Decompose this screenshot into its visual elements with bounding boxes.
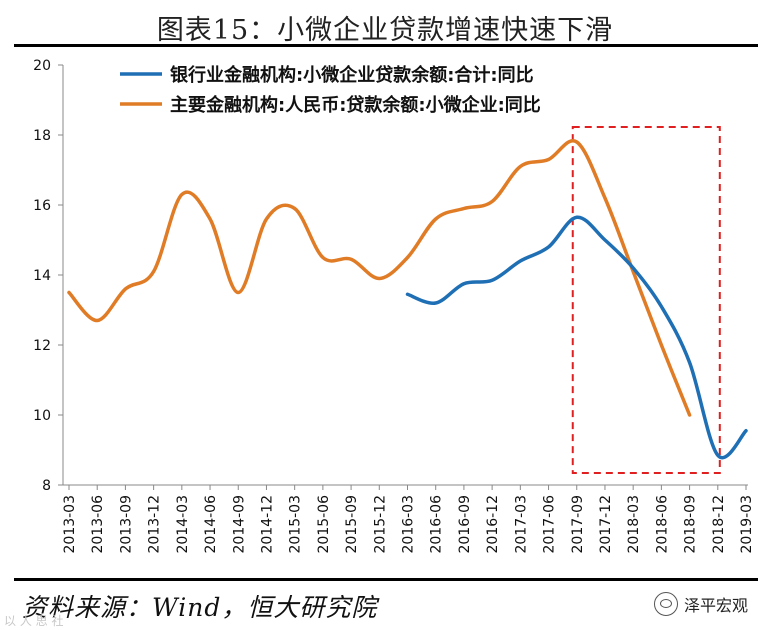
chart-legend: 银行业金融机构:小微企业贷款余额:合计:同比主要金融机构:人民币:贷款余额:小微…	[120, 64, 541, 116]
x-tick-label: 2017-06	[542, 495, 558, 554]
x-tick-label: 2019-03	[739, 495, 755, 554]
source-rule	[14, 578, 758, 581]
x-tick-label: 2013-03	[62, 495, 78, 554]
page-title: 图表15：小微企业贷款增速快速下滑	[156, 15, 614, 46]
series-line-2	[67, 139, 692, 417]
x-tick-label: 2014-06	[203, 495, 219, 554]
y-tick-label: 16	[33, 198, 51, 214]
x-tick-label: 2016-12	[485, 495, 501, 554]
x-tick-label: 2015-06	[316, 495, 332, 554]
x-tick-label: 2018-12	[711, 495, 727, 554]
legend-label: 主要金融机构:人民币:贷款余额:小微企业:同比	[170, 94, 541, 116]
x-tick-label: 2015-03	[288, 495, 304, 554]
x-tick-label: 2018-06	[654, 495, 670, 554]
x-tick-label: 2016-03	[401, 495, 417, 554]
x-tick-label: 2013-09	[118, 495, 134, 554]
y-tick-label: 20	[33, 58, 51, 74]
y-tick-label: 8	[42, 478, 51, 494]
line-chart: 8 10 12 14 16 18 20 2013-03 2013-06 2013-09 2013-1…	[33, 58, 755, 554]
x-tick-label: 2016-06	[429, 495, 445, 554]
brand-name: 泽平宏观	[683, 596, 748, 615]
x-tick-label: 2013-12	[147, 495, 163, 554]
y-tick-label: 18	[33, 128, 51, 144]
source-note: 资料来源：Wind，恒大研究院	[22, 593, 378, 622]
highlight-box	[571, 126, 721, 474]
y-tick-label: 10	[33, 408, 51, 424]
series-lines	[67, 139, 748, 460]
x-tick-label: 2017-12	[598, 495, 614, 554]
x-tick-label: 2018-03	[626, 495, 642, 554]
series-line-1	[405, 215, 748, 460]
chart-axes: 8 10 12 14 16 18 20 2013-03 2013-06 2013-09 2013-1…	[33, 58, 755, 554]
x-tick-label: 2018-09	[683, 495, 699, 554]
x-tick-label: 2015-09	[344, 495, 360, 554]
brand-logo: 泽平宏观	[653, 592, 748, 616]
x-tick-label: 2017-09	[570, 495, 586, 554]
wechat-icon	[653, 592, 678, 616]
title-rule	[14, 44, 758, 47]
y-tick-label: 14	[33, 268, 51, 284]
x-tick-label: 2016-09	[457, 495, 473, 554]
x-tick-label: 2014-12	[259, 495, 275, 554]
legend-label: 银行业金融机构:小微企业贷款余额:合计:同比	[170, 64, 534, 86]
x-tick-label: 2014-09	[231, 495, 247, 554]
x-tick-label: 2015-12	[372, 495, 388, 554]
x-tick-label: 2013-06	[90, 495, 106, 554]
watermark: 以 人 思 社	[4, 614, 64, 628]
x-tick-label: 2017-03	[513, 495, 529, 554]
y-tick-label: 12	[33, 338, 51, 354]
x-tick-label: 2014-03	[175, 495, 191, 554]
highlight-rect	[571, 126, 721, 474]
